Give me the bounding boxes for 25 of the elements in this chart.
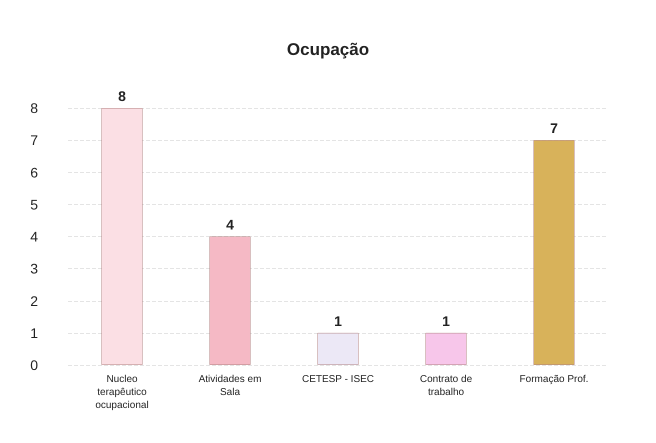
data-label: 1	[442, 312, 450, 329]
x-tick-label: Atividades em Sala	[198, 374, 262, 398]
y-tick-label: 0	[30, 357, 38, 373]
y-tick-label: 1	[30, 324, 38, 341]
y-tick-label: 5	[30, 196, 38, 212]
x-tick-label: Contrato de trabalho	[420, 374, 473, 398]
y-tick-label: 4	[30, 228, 38, 244]
y-tick-label: 3	[30, 260, 38, 277]
data-label: 1	[334, 312, 342, 329]
bar	[533, 140, 575, 365]
bar	[209, 236, 251, 365]
x-tick-label: Formação Prof.	[520, 374, 588, 385]
x-tick-label: CETESP - ISEC	[302, 374, 374, 385]
y-tick-label: 8	[30, 100, 38, 116]
chart-title: Ocupação	[286, 40, 370, 59]
x-tick-label: Nucleo terapêutico ocupacional	[95, 374, 149, 411]
bar	[425, 332, 467, 365]
y-tick-label: 2	[30, 292, 38, 309]
data-label: 4	[226, 216, 234, 232]
data-label: 8	[118, 88, 126, 104]
y-tick-label: 7	[30, 132, 38, 148]
bar	[317, 332, 359, 365]
y-tick-label: 6	[30, 164, 38, 180]
bar	[101, 108, 143, 365]
data-label: 7	[550, 120, 558, 136]
